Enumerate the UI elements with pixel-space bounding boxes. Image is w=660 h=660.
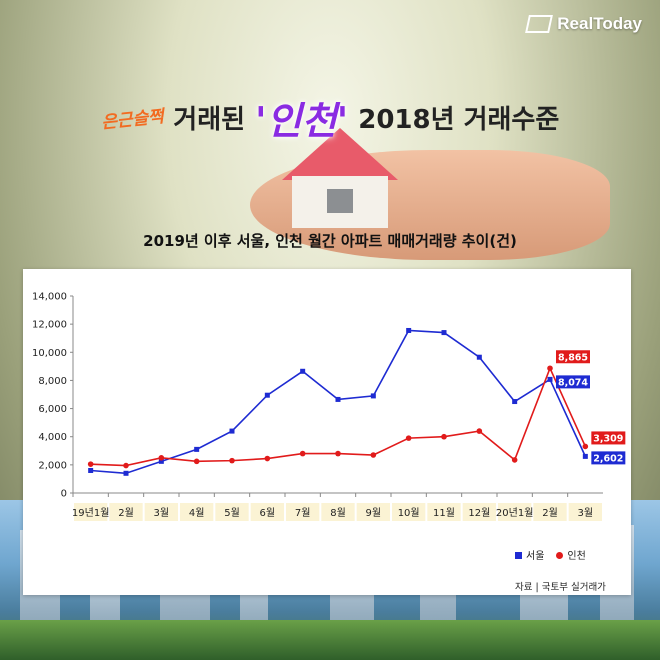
- data-point: [582, 443, 589, 450]
- data-point: [406, 327, 412, 333]
- headline-part1: 거래된: [173, 105, 246, 135]
- x-tick-label: 6월: [260, 507, 276, 519]
- data-point: [229, 428, 235, 434]
- x-category-band: [427, 503, 461, 521]
- y-tick-label: 0: [61, 489, 67, 500]
- data-point: [193, 458, 200, 465]
- legend-item-seoul: 서울: [515, 547, 544, 562]
- data-point: [87, 461, 94, 467]
- line-chart: 0 2,000 4,000 6,000 8,000 10,000 12,000 14,000 1…: [32, 292, 626, 521]
- y-tick-label: 2,000: [38, 460, 67, 471]
- y-tick-label: 6,000: [38, 404, 67, 415]
- data-label-box: [591, 451, 626, 465]
- x-category-band: [74, 503, 108, 521]
- data-label: 3,309: [593, 433, 623, 444]
- data-point: [441, 433, 447, 440]
- x-tick-label: 10월: [398, 507, 420, 519]
- x-tick-label: 5월: [224, 507, 240, 519]
- brand-logo: RealToday: [525, 14, 642, 34]
- x-tick-label: 20년1월: [496, 507, 534, 519]
- data-point: [405, 435, 412, 441]
- x-category-band: [533, 503, 567, 521]
- data-label: 8,865: [558, 352, 588, 363]
- x-tick-label: 12월: [468, 507, 490, 519]
- x-category-band: [321, 503, 355, 521]
- chart-legend: 서울 인천: [515, 547, 586, 562]
- data-point: [335, 450, 341, 457]
- legend-item-incheon: 인천: [556, 547, 586, 562]
- data-point: [370, 452, 377, 458]
- data-point: [335, 396, 341, 402]
- data-point: [582, 453, 588, 459]
- x-category-band: [250, 503, 284, 521]
- logo-icon: [525, 15, 554, 33]
- data-point: [370, 393, 376, 399]
- headline-part2: 2018년 거래수준: [358, 105, 560, 135]
- data-point: [264, 392, 270, 398]
- headline-accent: 은근슬쩍: [100, 106, 165, 134]
- chart-title: 2019년 이후 서울, 인천 월간 아파트 매매거래량 추이(건): [143, 232, 517, 250]
- data-label-box: [556, 375, 590, 389]
- y-tick-label: 12,000: [32, 320, 67, 331]
- data-point: [547, 376, 553, 382]
- x-tick-label: 2월: [542, 507, 558, 519]
- house-icon: [282, 128, 398, 228]
- data-label: 8,074: [558, 377, 588, 388]
- data-point: [511, 457, 518, 463]
- x-tick-label: 3월: [578, 507, 594, 519]
- data-point: [299, 450, 306, 457]
- y-tick-label: 10,000: [32, 348, 67, 359]
- data-point: [194, 446, 200, 452]
- data-point: [300, 368, 306, 374]
- data-label-box: [591, 431, 626, 445]
- data-point: [476, 428, 483, 434]
- x-tick-label: 11월: [433, 507, 455, 519]
- x-category-band: [180, 503, 214, 521]
- x-category-band: [144, 503, 178, 521]
- brand-name: RealToday: [557, 14, 642, 33]
- data-point: [123, 462, 129, 469]
- data-point: [229, 457, 235, 464]
- data-label: 2,602: [593, 453, 623, 464]
- x-tick-label: 19년1월: [72, 507, 110, 519]
- headline: 은근슬쩍 거래된 '인천' 2018년 거래수준: [0, 90, 660, 145]
- x-tick-label: 2월: [118, 507, 134, 519]
- y-tick-label: 14,000: [32, 292, 67, 303]
- data-point: [512, 399, 518, 405]
- y-tick-label: 8,000: [38, 376, 67, 387]
- x-category-band: [462, 503, 496, 521]
- data-point: [264, 455, 271, 462]
- x-category-band: [356, 503, 390, 521]
- data-point: [547, 365, 553, 372]
- data-point: [158, 455, 165, 461]
- y-tick-label: 4,000: [38, 432, 67, 443]
- x-tick-label: 9월: [366, 507, 382, 519]
- x-category-band: [392, 503, 426, 521]
- x-tick-label: 4월: [189, 507, 205, 519]
- chart-panel: 0 2,000 4,000 6,000 8,000 10,000 12,000 14,000 1…: [23, 269, 631, 595]
- x-category-band: [215, 503, 249, 521]
- x-tick-label: 7월: [295, 507, 311, 519]
- x-category-band: [568, 503, 602, 521]
- data-point: [441, 330, 447, 336]
- data-point: [123, 470, 129, 476]
- data-point: [88, 467, 94, 473]
- data-point: [158, 458, 164, 464]
- source-note: 자료 | 국토부 실거래가: [515, 582, 606, 593]
- x-category-band: [498, 503, 532, 521]
- x-category-band: [286, 503, 320, 521]
- x-category-band: [109, 503, 143, 521]
- data-point: [476, 354, 482, 360]
- headline-highlight: '인천': [255, 99, 349, 143]
- x-tick-label: 3월: [154, 507, 170, 519]
- data-label-box: [556, 350, 590, 364]
- x-tick-label: 8월: [330, 507, 346, 519]
